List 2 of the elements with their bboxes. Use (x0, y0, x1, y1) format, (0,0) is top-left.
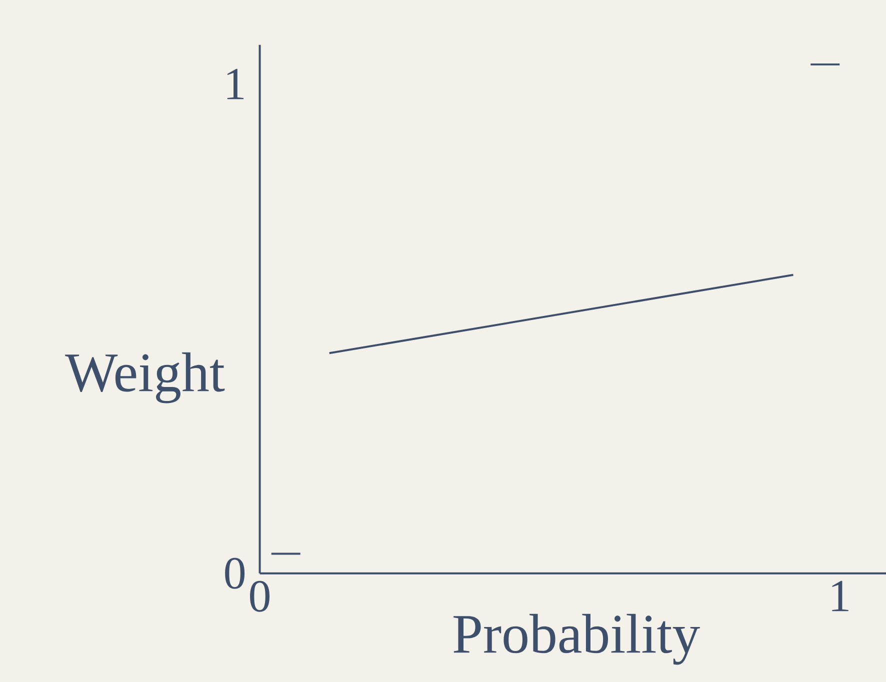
x-axis-title: Probability (454, 614, 700, 665)
y-axis-title: Weight (65, 352, 225, 404)
